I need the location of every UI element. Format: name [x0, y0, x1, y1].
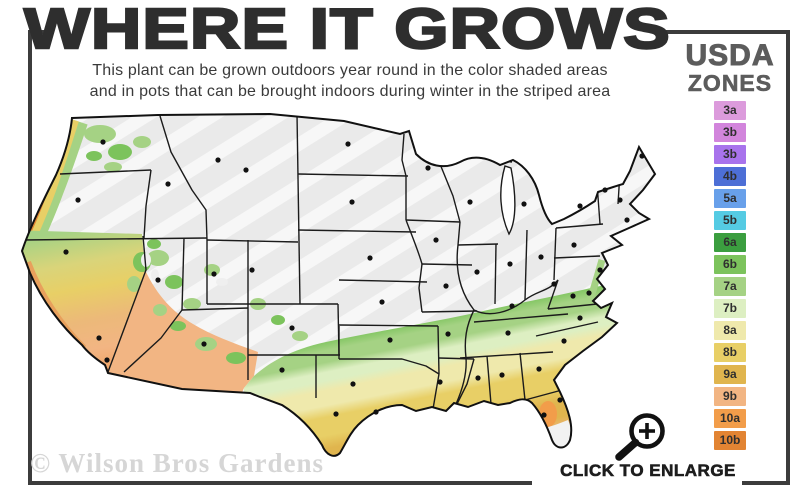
frame-right — [786, 30, 790, 485]
zone-chip-9a: 9a — [714, 365, 746, 384]
click-to-enlarge[interactable]: CLICK TO ENLARGE — [543, 405, 753, 483]
zone-chip-8a: 8a — [714, 321, 746, 340]
zone-chip-label: 9b — [722, 389, 737, 403]
zone-chip-label: 4b — [722, 169, 737, 183]
zone-chip-3b-2: 3b — [714, 145, 746, 164]
zone-chip-3a: 3a — [714, 101, 746, 120]
zone-chip-label: 5b — [722, 213, 737, 227]
zone-chip-8b: 8b — [714, 343, 746, 362]
zone-chip-label: 5a — [723, 191, 737, 205]
zone-chip-3b: 3b — [714, 123, 746, 142]
us-outline — [20, 112, 657, 457]
zone-chip-label: 7b — [722, 301, 737, 315]
frame-top-right — [658, 30, 790, 34]
usda-zone-map[interactable] — [8, 112, 663, 462]
zone-chip-label: 3a — [723, 103, 737, 117]
mountain-zone-patches — [84, 125, 308, 364]
frame-bottom-right-stub — [742, 481, 790, 485]
mid-atlantic-green-band — [586, 259, 606, 302]
usda-zones-legend: USDA ZONES 3a 3b 3b 4b 5a 5b 6a 6b 7a 7b… — [665, 40, 795, 450]
zone-chip-10a: 10a — [714, 409, 746, 428]
zone-chip-label: 3b — [722, 125, 737, 139]
click-to-enlarge-label: CLICK TO ENLARGE — [560, 461, 736, 481]
zone-chip-7b: 7b — [714, 299, 746, 318]
legend-title-zones: ZONES — [687, 70, 773, 96]
zone-chip-label: 8a — [723, 323, 737, 337]
magnifier-icon — [615, 413, 665, 461]
zone-chip-4b: 4b — [714, 167, 746, 186]
zone-chip-6a: 6a — [714, 233, 746, 252]
zone-chip-list: 3a 3b 3b 4b 5a 5b 6a 6b 7a 7b 8a 8b 9a 9… — [665, 101, 795, 450]
zone-chip-5b: 5b — [714, 211, 746, 230]
page-title: WHERE IT GROWS — [23, 0, 671, 62]
zone-chip-6b: 6b — [714, 255, 746, 274]
zone-chip-label: 7a — [723, 279, 737, 293]
city-dots — [63, 139, 645, 418]
subtitle-line-2: and in pots that can be brought indoors … — [89, 83, 611, 100]
zone-chip-9b: 9b — [714, 387, 746, 406]
southwest-region — [104, 270, 258, 402]
frame-bottom-left — [28, 481, 532, 485]
state-borders — [22, 114, 621, 410]
subtitle-line-1: This plant can be grown outdoors year ro… — [92, 62, 608, 79]
zone-chip-5a: 5a — [714, 189, 746, 208]
lake-michigan — [500, 165, 516, 236]
zone-chip-10b: 10b — [714, 431, 746, 450]
zone-chip-label: 6a — [723, 235, 737, 249]
watermark: © Wilson Bros Gardens — [30, 448, 324, 478]
frame-top-left-stub — [28, 30, 46, 34]
zone-chip-7a: 7a — [714, 277, 746, 296]
zone-chip-label: 10a — [719, 411, 741, 425]
zone-chip-label: 9a — [723, 367, 737, 381]
legend-title-usda: USDA — [685, 39, 775, 72]
zone-chip-label: 8b — [722, 345, 737, 359]
zone-chip-label: 6b — [722, 257, 737, 271]
zone-chip-label: 3b — [722, 147, 737, 161]
zone-chip-label: 10b — [719, 433, 741, 447]
